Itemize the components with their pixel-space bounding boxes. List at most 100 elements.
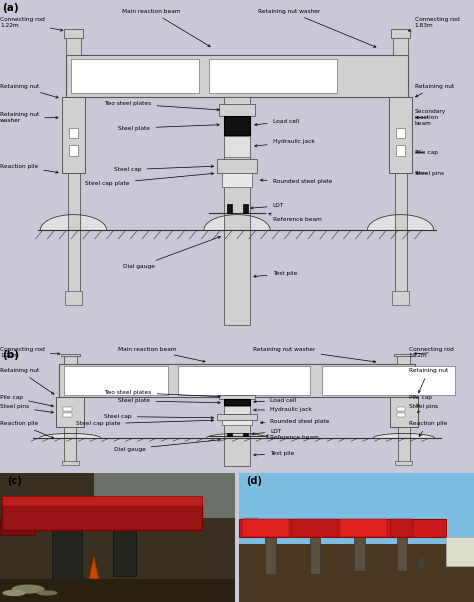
Bar [65,291,82,305]
Text: Retaining nut washer: Retaining nut washer [258,9,376,48]
Text: Steel pins: Steel pins [415,170,444,176]
Bar [243,204,248,213]
Bar [396,146,405,156]
Polygon shape [415,553,427,569]
Bar [0,519,35,535]
Bar [244,518,258,528]
Bar [227,204,232,213]
Bar [64,366,168,395]
Ellipse shape [36,591,57,595]
Bar [2,496,202,506]
Bar [242,519,289,537]
Bar [217,414,257,420]
Bar [52,528,82,583]
Text: Main reaction beam: Main reaction beam [122,9,210,46]
Bar [389,97,412,173]
Text: (c): (c) [7,476,22,486]
Bar [69,128,78,138]
Bar [291,519,338,537]
Bar [64,29,83,38]
Bar [390,397,418,427]
Text: Main reaction beam: Main reaction beam [118,347,205,362]
Bar [397,537,407,571]
Text: Steel cap: Steel cap [114,165,214,172]
Bar [59,364,415,397]
Ellipse shape [12,585,45,594]
Bar [355,537,365,571]
Bar [224,397,250,466]
Text: Retaining nut: Retaining nut [0,368,54,394]
Polygon shape [40,215,107,230]
Bar [0,579,235,602]
Text: Connecting rod
1.22m: Connecting rod 1.22m [0,17,63,31]
Text: Reference beam: Reference beam [269,213,321,222]
Text: Secondary
reaction
beam: Secondary reaction beam [415,110,446,126]
Text: Reaction pile: Reaction pile [0,421,54,438]
Bar [394,354,413,356]
Bar [396,128,405,138]
Text: Reference beam: Reference beam [266,435,319,439]
Text: Two steel plates: Two steel plates [104,390,220,398]
Text: Retaining nut: Retaining nut [409,368,448,393]
Text: (d): (d) [246,476,263,486]
Polygon shape [373,433,435,438]
Bar [224,97,250,325]
Bar [390,519,413,537]
Bar [263,521,272,527]
Bar [397,413,405,417]
Text: Load cell: Load cell [254,398,296,403]
Bar [2,504,202,530]
Bar [393,34,408,55]
Bar [224,399,250,405]
Bar [71,59,199,93]
Text: Reaction pile: Reaction pile [409,421,447,436]
Bar [56,397,84,427]
Text: Connecting rod
1.83m: Connecting rod 1.83m [409,17,459,31]
Text: Pile cap: Pile cap [415,150,438,155]
Bar [209,59,337,93]
Polygon shape [206,433,268,438]
Bar [219,395,255,399]
Text: Steel plate: Steel plate [118,399,220,404]
Bar [398,427,410,464]
Text: Steel cap plate: Steel cap plate [76,419,214,426]
Bar [217,158,257,173]
Bar [62,461,79,465]
Bar [395,173,407,298]
Bar [222,173,252,187]
Text: Rounded steel plate: Rounded steel plate [260,179,332,184]
Text: LDT: LDT [252,429,282,435]
Text: Connecting rod
1.22m: Connecting rod 1.22m [0,347,60,358]
Bar [66,55,408,97]
Text: Hydraulic jack: Hydraulic jack [254,408,312,412]
Bar [227,433,232,436]
Polygon shape [204,215,270,230]
Text: Dial gauge: Dial gauge [114,439,220,452]
Bar [340,519,387,537]
Ellipse shape [2,590,26,596]
Bar [63,413,72,417]
Bar [395,461,412,465]
Bar [113,530,136,576]
Polygon shape [39,433,101,438]
Bar [64,355,77,364]
Text: Steel cap plate: Steel cap plate [85,172,214,186]
Bar [224,135,250,158]
Bar [66,34,81,55]
Bar [224,116,250,135]
Bar [94,473,235,518]
Bar [64,427,76,464]
Bar [397,407,405,411]
Bar [397,355,410,364]
Text: Reaction pile: Reaction pile [0,164,58,173]
Bar [61,354,80,356]
Text: Steel cap: Steel cap [104,414,214,419]
Bar [391,29,410,38]
Polygon shape [367,215,434,230]
Text: Load cell: Load cell [255,119,299,126]
Polygon shape [89,557,99,579]
Text: Pile cap: Pile cap [0,395,54,407]
Bar [239,519,446,537]
Bar [239,473,474,544]
Bar [178,366,310,395]
